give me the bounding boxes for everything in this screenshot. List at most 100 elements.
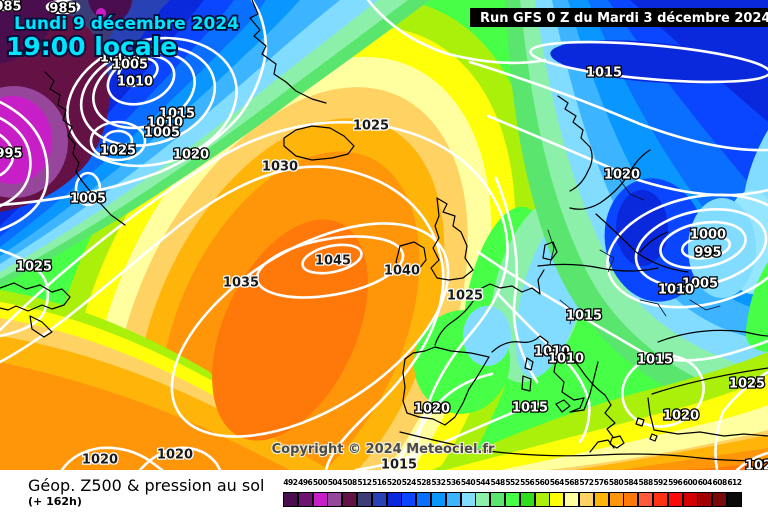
pressure-label: 1010 — [548, 352, 584, 367]
weather-map: 9859851000100510101015101010051025102099… — [0, 0, 768, 470]
scale-swatch — [505, 492, 520, 507]
run-info-label: Run GFS 0 Z du Mardi 3 décembre 2024 — [480, 11, 768, 26]
scale-value: 496 — [298, 478, 313, 487]
scale-swatch — [342, 492, 358, 507]
run-info-background — [470, 8, 768, 27]
scale-swatch — [327, 492, 343, 507]
geopotential-color-field — [0, 0, 768, 470]
pressure-label: 1015 — [637, 353, 673, 368]
pressure-label: 1000 — [100, 51, 136, 66]
scale-swatch — [534, 492, 550, 507]
legend-bar: Géop. Z500 & pression au sol (+ 162h) 49… — [0, 470, 768, 512]
pressure-label: 985 — [0, 0, 22, 15]
pressure-label: 1000 — [690, 228, 726, 243]
pressure-label: 1010 — [117, 75, 153, 90]
pressure-label: 1005 — [144, 126, 180, 141]
scale-swatch — [638, 492, 654, 507]
scale-swatch — [579, 492, 594, 507]
pressure-label: 1015 — [586, 66, 622, 81]
scale-value: 612 — [727, 478, 742, 487]
pressure-label: 1020 — [157, 448, 193, 463]
scale-swatch — [712, 492, 728, 507]
scale-swatch — [608, 492, 624, 507]
pressure-label: 1015 — [381, 458, 417, 471]
isobar-contours — [0, 0, 768, 470]
scale-swatch — [460, 492, 476, 507]
scale-swatch — [475, 492, 491, 507]
scale-swatch — [416, 492, 432, 507]
pressure-label: 1020 — [745, 459, 768, 471]
pressure-label: 995 — [0, 147, 23, 162]
scale-swatch — [593, 492, 609, 507]
scale-value: 584 — [623, 478, 639, 487]
scale-swatch — [386, 492, 402, 507]
scale-swatch — [445, 492, 461, 507]
scale-swatch — [357, 492, 372, 507]
legend-title: Géop. Z500 & pression au sol — [28, 476, 265, 495]
run-info-bar: Run GFS 0 Z du Mardi 3 décembre 2024 — [470, 8, 768, 27]
scale-value: 532 — [431, 478, 446, 487]
scale-value: 576 — [594, 478, 609, 487]
scale-value: 560 — [534, 478, 550, 487]
pressure-label: 1010 — [658, 283, 694, 298]
pressure-label: 1040 — [384, 264, 420, 279]
scale-swatch — [431, 492, 446, 507]
scale-value: 568 — [564, 478, 580, 487]
pressure-label: 1045 — [315, 254, 351, 269]
scale-value: 504 — [327, 478, 343, 487]
pressure-label: 1035 — [223, 276, 259, 291]
scale-value: 596 — [668, 478, 683, 487]
scale-value: 508 — [342, 478, 358, 487]
scale-value: 592 — [653, 478, 668, 487]
pressure-label: 1025 — [100, 144, 136, 159]
scale-value: 548 — [490, 478, 506, 487]
pressure-label: 1005 — [682, 277, 718, 292]
pressure-label: 1010 — [534, 345, 570, 360]
scale-value: 544 — [475, 478, 491, 487]
scale-value: 572 — [579, 478, 594, 487]
pressure-label: 1015 — [159, 107, 195, 122]
pressure-label: 1015 — [512, 401, 548, 416]
pressure-label: 1025 — [729, 377, 765, 392]
pressure-label: 1025 — [353, 119, 389, 134]
scale-swatch — [623, 492, 639, 507]
pressure-label: 1020 — [173, 148, 209, 163]
scale-swatch — [490, 492, 506, 507]
pressure-label: 995 — [694, 246, 721, 261]
scale-value: 528 — [416, 478, 432, 487]
scale-value: 600 — [682, 478, 698, 487]
scale-swatch — [564, 492, 580, 507]
scale-value: 540 — [460, 478, 476, 487]
scale-value: 580 — [608, 478, 624, 487]
pressure-label: 1005 — [112, 58, 148, 73]
scale-value: 500 — [312, 478, 328, 487]
forecast-hour-label: (+ 162h) — [28, 495, 82, 508]
scale-swatch — [401, 492, 417, 507]
scale-value: 512 — [357, 478, 372, 487]
scale-value: 556 — [520, 478, 535, 487]
scale-value: 520 — [386, 478, 402, 487]
color-scale: 492 496 500 504 508 512 516 520 524 528 532 536 540 5… — [283, 474, 753, 510]
scale-value: 552 — [505, 478, 520, 487]
scale-swatch — [312, 492, 328, 507]
pressure-label: 1020 — [82, 453, 118, 468]
pressure-label: 985 — [49, 2, 76, 17]
scale-swatch — [682, 492, 698, 507]
pressure-label: 1005 — [70, 192, 106, 207]
scale-swatch — [727, 492, 742, 507]
copyright-text: Copyright © 2024 Meteociel.fr — [272, 442, 495, 457]
scale-swatch — [667, 492, 683, 507]
valid-date-label: Lundi 9 décembre 2024 — [14, 14, 239, 34]
scale-value: 604 — [697, 478, 713, 487]
coastlines — [0, 0, 768, 462]
pressure-label: 1010 — [147, 116, 183, 131]
scale-value: 524 — [401, 478, 417, 487]
scale-value: 516 — [372, 478, 387, 487]
scale-swatch — [653, 492, 668, 507]
pressure-label: 1020 — [663, 409, 699, 424]
pressure-label: 1020 — [414, 402, 450, 417]
scale-value: 588 — [638, 478, 654, 487]
valid-time-label: 19:00 locale — [6, 32, 177, 61]
scale-swatch — [549, 492, 565, 507]
